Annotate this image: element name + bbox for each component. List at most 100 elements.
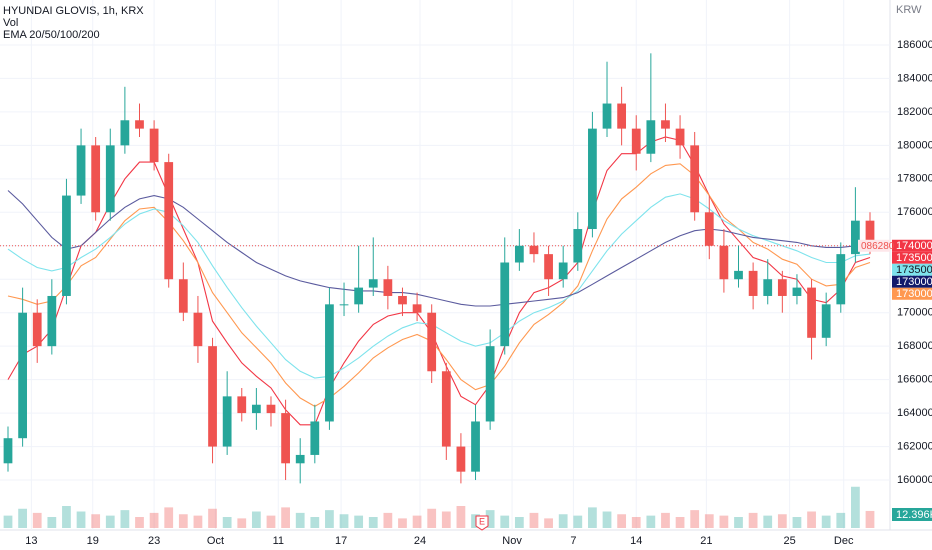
candle-body (836, 254, 846, 305)
price-tag (892, 263, 932, 276)
candle-body (178, 279, 188, 313)
candle-body (62, 195, 71, 296)
y-tick-label: 186000 (897, 39, 932, 51)
x-tick-label: Nov (502, 535, 522, 547)
volume-bar (3, 515, 13, 528)
indicator-label: Vol (3, 17, 18, 29)
x-tick-label: 14 (630, 535, 642, 547)
grid (0, 0, 890, 530)
candle-body (266, 404, 276, 414)
volume-bar (251, 511, 261, 528)
candle-body (617, 103, 627, 129)
x-tick-label: 24 (414, 535, 426, 547)
candle-body (237, 396, 247, 414)
volume-bar (18, 508, 27, 528)
candle-body (105, 145, 115, 213)
volume-bar (149, 512, 159, 528)
x-tick-label: 25 (784, 535, 796, 547)
volume-bar (76, 511, 86, 528)
x-tick-label: 17 (335, 535, 347, 547)
earnings-label: E (479, 516, 485, 526)
price-tag-label: 173500 (896, 252, 932, 264)
y-tick-label: 180000 (897, 139, 932, 151)
candle-body (32, 312, 42, 347)
volume-bar (237, 518, 247, 528)
candle-body (120, 120, 130, 146)
candle-body (18, 312, 27, 439)
candle-body (646, 120, 656, 154)
x-tick-label: 23 (148, 535, 160, 547)
x-tick-label: Dec (834, 535, 854, 547)
candle-body (529, 245, 539, 255)
volume-bar (617, 514, 627, 528)
volume-bar (544, 518, 553, 528)
y-tick-label: 160000 (897, 474, 932, 486)
volume-bar (748, 512, 758, 528)
ema-line (7, 163, 871, 408)
candle-body (719, 245, 729, 280)
volume-bar (763, 515, 773, 528)
candle-body (851, 220, 860, 255)
volume-bar (865, 510, 875, 528)
y-tick-label: 168000 (897, 340, 932, 352)
candle-body (368, 279, 378, 288)
candle-body (807, 287, 816, 338)
ema-line (7, 190, 870, 307)
axes: 1600001620001640001660001680001700001720… (25, 39, 932, 547)
volume-tag (892, 508, 932, 521)
volume-bar (690, 510, 700, 528)
candle-body (427, 312, 437, 372)
x-tick-label: 19 (87, 535, 99, 547)
volume-bar (821, 515, 831, 528)
candle-body (514, 245, 524, 263)
volume-bar (222, 517, 232, 528)
candle-body (354, 287, 364, 305)
volume-bar (368, 517, 378, 528)
y-tick-label: 164000 (897, 407, 932, 419)
price-tag-label: 173000 (896, 288, 932, 300)
volume-bar (602, 511, 612, 528)
candle-body (661, 120, 670, 129)
earnings-icon (475, 515, 489, 531)
x-tick-label: 7 (570, 535, 576, 547)
volume-bar (792, 517, 802, 528)
candle-body (734, 270, 743, 280)
x-tick-label: 11 (273, 535, 284, 547)
volume-bar (529, 512, 539, 528)
volume-bar (456, 506, 466, 528)
candle-body (412, 304, 422, 313)
volume-bar (441, 511, 451, 528)
x-tick-label: 21 (700, 535, 712, 547)
candle-body (398, 295, 407, 305)
price-tag-label: 174000 (896, 240, 932, 252)
volume-bar (427, 508, 437, 528)
volume-bar (120, 510, 130, 528)
volume-bar (339, 514, 349, 528)
volume-bar (266, 515, 276, 528)
volume-bar (704, 514, 714, 528)
price-tag-label: 173000 (896, 276, 932, 288)
volume-bar (325, 510, 334, 528)
candle-body (763, 279, 773, 296)
volume-bar (631, 517, 641, 528)
currency-label: KRW (896, 4, 922, 16)
volume-bar (105, 515, 115, 528)
volume-bar (734, 517, 743, 528)
volume-bar (485, 510, 495, 528)
candle-body (325, 304, 334, 422)
candle-body (281, 413, 290, 464)
candle-body (295, 454, 305, 464)
volume-bar (164, 507, 174, 528)
candle-body (588, 128, 597, 230)
y-tick-label: 184000 (897, 72, 932, 84)
volume-bar (178, 514, 188, 528)
candle-body (865, 220, 875, 246)
price-tag-label: 173500 (896, 264, 932, 276)
volume-bar (500, 515, 510, 528)
candle-body (149, 128, 159, 163)
candle-body (558, 262, 568, 280)
volume-bar (588, 507, 597, 528)
